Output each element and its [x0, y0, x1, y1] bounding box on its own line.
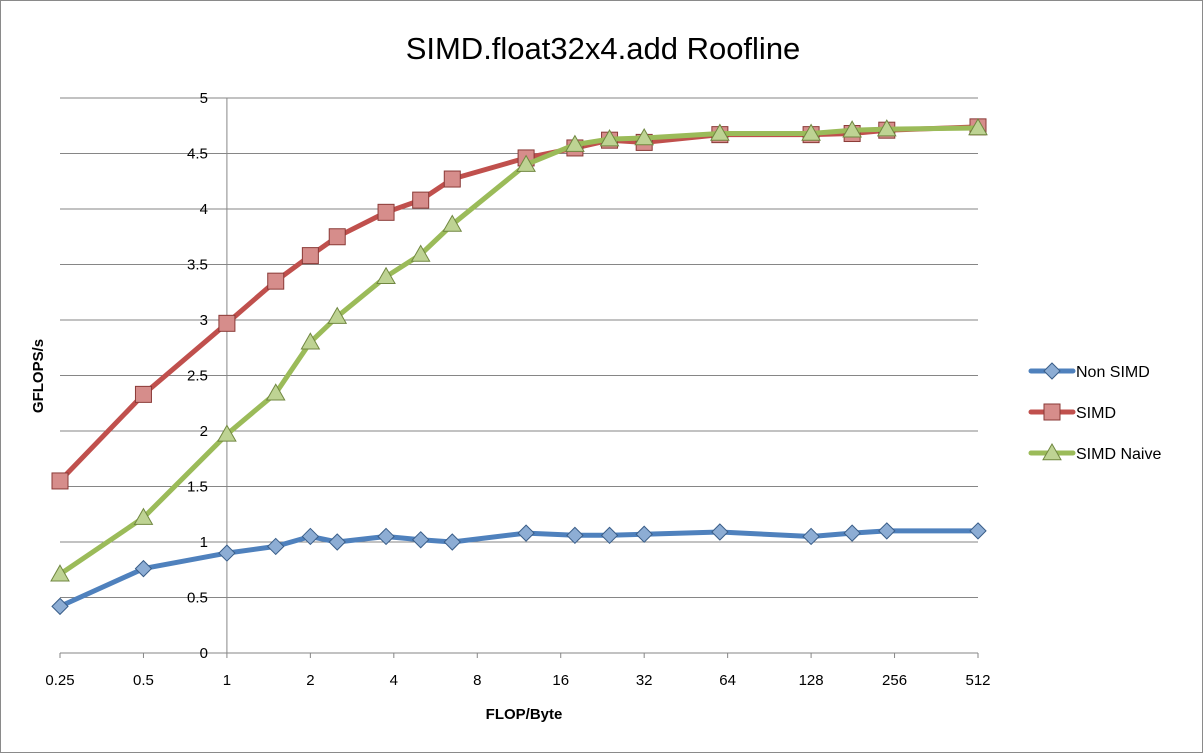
- x-tick-label: 32: [636, 672, 653, 689]
- y-tick-label: 4: [200, 201, 208, 218]
- x-tick-labels: 0.25 0.5 1 2 4 8 16 32 64 128 256 512: [45, 672, 990, 689]
- data-point: [411, 531, 430, 549]
- data-point: [442, 214, 463, 232]
- y-tick-label: 5: [200, 90, 208, 107]
- data-point: [565, 134, 585, 152]
- y-tick-label: 4.5: [187, 146, 208, 163]
- y-tick-label: 2: [200, 423, 208, 440]
- data-point: [217, 424, 237, 442]
- y-tick-label: 1: [200, 534, 208, 551]
- legend-marker: [1043, 403, 1061, 421]
- x-tick-label: 4: [390, 672, 398, 689]
- data-point: [600, 526, 619, 545]
- data-point: [443, 170, 461, 188]
- data-point: [300, 332, 321, 350]
- x-tick-label: 1: [223, 672, 231, 689]
- legend-item: SIMD Naive: [1028, 442, 1161, 463]
- data-point: [301, 527, 320, 546]
- data-point: [969, 522, 987, 540]
- data-point: [566, 526, 584, 545]
- x-tick-label: 0.25: [45, 672, 74, 689]
- data-point: [267, 272, 285, 290]
- y-tick-label: 0.5: [187, 590, 208, 607]
- data-point: [328, 533, 346, 551]
- y-tick-label: 1.5: [187, 479, 208, 496]
- data-point: [376, 266, 396, 284]
- data-point: [134, 385, 152, 403]
- x-tick-label: 2: [306, 672, 314, 689]
- data-point: [218, 314, 236, 332]
- data-point: [327, 306, 348, 324]
- data-point: [443, 533, 461, 551]
- series-simd-naive: [50, 117, 988, 582]
- x-tick-label: 64: [719, 672, 736, 689]
- data-point: [843, 524, 861, 542]
- y-tick-label: 3.5: [187, 257, 208, 274]
- data-point: [265, 383, 286, 401]
- y-tick-label: 0: [200, 645, 208, 662]
- data-point: [599, 129, 620, 147]
- y-tick-label: 2.5: [187, 368, 208, 385]
- data-point: [876, 119, 897, 137]
- data-point: [635, 525, 653, 543]
- data-point: [516, 154, 536, 172]
- data-point: [301, 247, 319, 265]
- data-point: [710, 123, 730, 141]
- series-layer: [50, 117, 988, 616]
- data-point: [51, 597, 69, 616]
- series-line: [57, 124, 981, 484]
- data-point: [267, 537, 285, 556]
- legend-label: SIMD Naive: [1076, 446, 1161, 463]
- legend-item: SIMD: [1028, 403, 1116, 422]
- legend-marker: [1043, 362, 1061, 380]
- data-point: [410, 244, 431, 262]
- legend-item: Non SIMD: [1028, 362, 1150, 381]
- x-tick-label: 16: [552, 672, 569, 689]
- y-axis-title: GFLOPS/s: [30, 339, 47, 413]
- x-tick-label: 512: [965, 672, 990, 689]
- data-point: [377, 527, 395, 546]
- data-point: [968, 117, 988, 136]
- legend: Non SIMD SIMD SIMD Naive: [1028, 362, 1161, 463]
- data-point: [50, 564, 70, 582]
- data-point: [412, 191, 430, 209]
- data-point: [711, 523, 729, 541]
- data-point: [634, 127, 655, 146]
- series-non-simd: [51, 522, 987, 616]
- legend-marker: [1042, 442, 1062, 461]
- data-point: [878, 522, 896, 540]
- data-point: [51, 472, 69, 490]
- legend-label: Non SIMD: [1076, 364, 1150, 381]
- data-point: [802, 527, 820, 546]
- data-point: [517, 524, 535, 542]
- data-point: [377, 203, 395, 221]
- chart-title: SIMD.float32x4.add Roofline: [406, 31, 801, 66]
- legend-label: SIMD: [1076, 405, 1116, 422]
- data-point: [134, 559, 153, 578]
- data-point: [218, 544, 236, 562]
- data-point: [842, 120, 862, 138]
- x-tick-label: 0.5: [133, 672, 154, 689]
- data-point: [801, 123, 821, 141]
- y-tick-labels: 0 0.5 1 1.5 2 2.5 3 3.5 4 4.5 5: [187, 90, 208, 662]
- x-tick-label: 128: [799, 672, 824, 689]
- series-simd: [51, 118, 987, 490]
- x-axis-title: FLOP/Byte: [486, 706, 563, 723]
- data-point: [133, 507, 154, 525]
- data-point: [328, 228, 346, 246]
- x-tick-label: 8: [473, 672, 481, 689]
- y-tick-label: 3: [200, 312, 208, 329]
- x-tick-label: 256: [882, 672, 907, 689]
